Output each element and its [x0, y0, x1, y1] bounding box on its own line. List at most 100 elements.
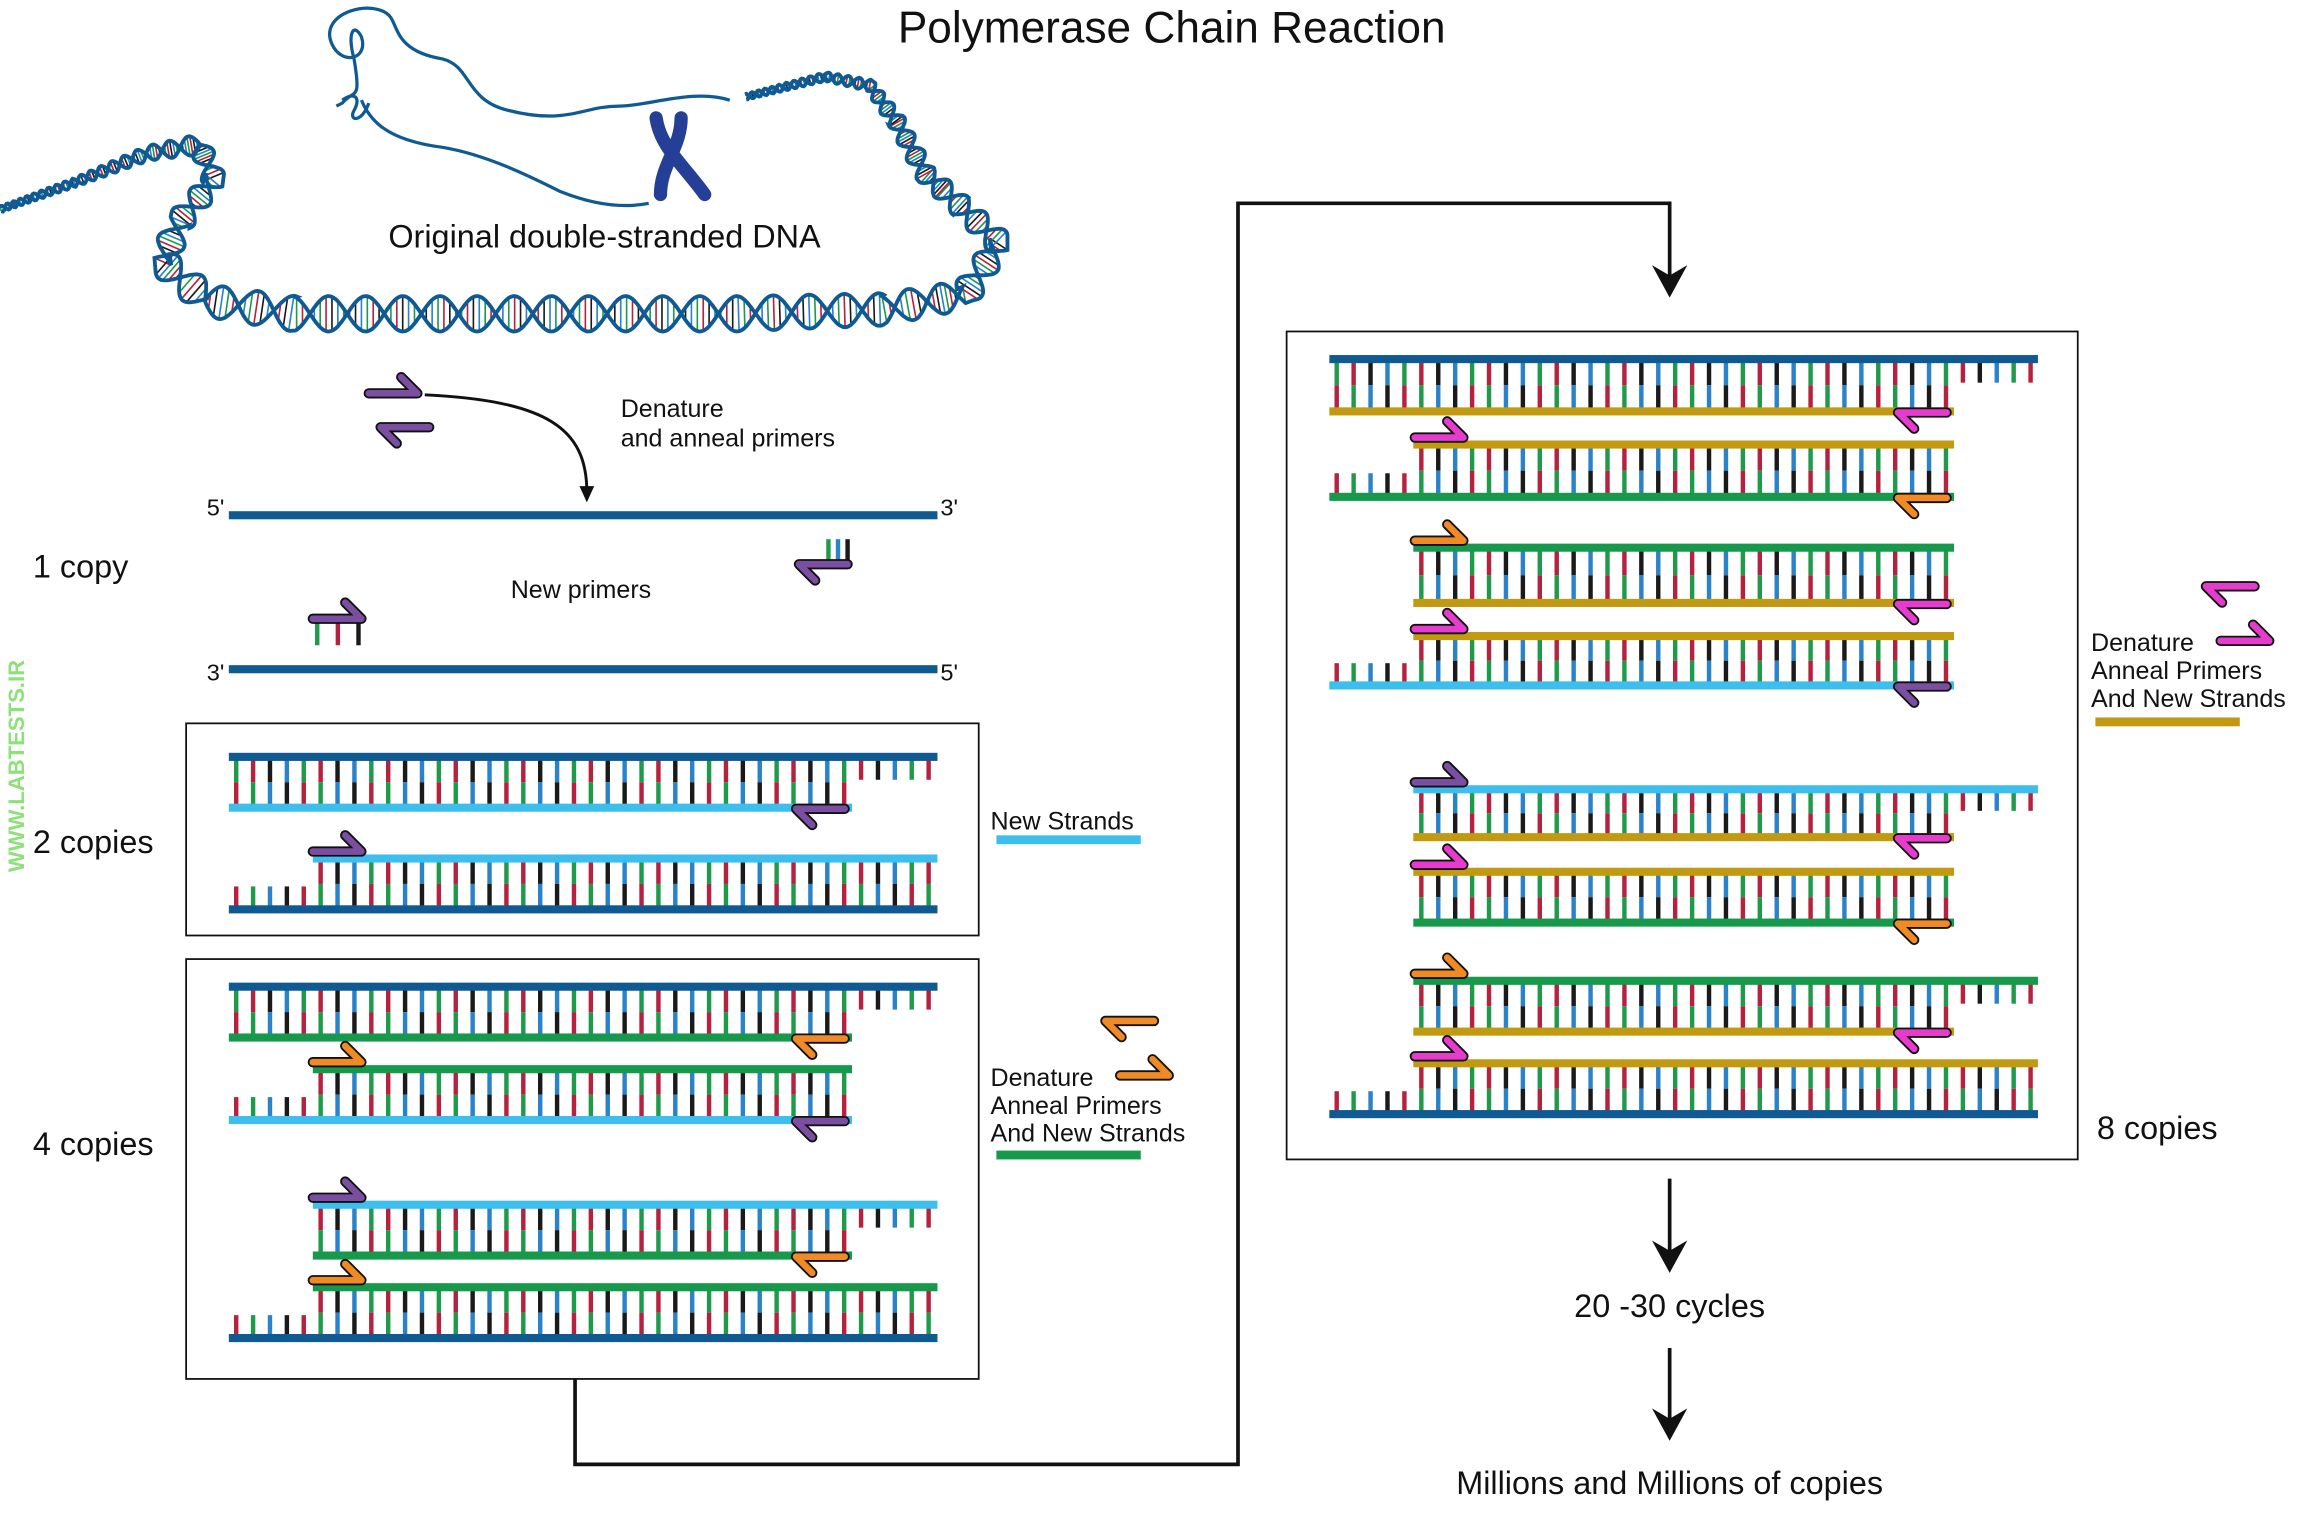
- base-pair: [872, 92, 885, 102]
- legend-primers: [363, 371, 2275, 1081]
- base-pair: [247, 292, 254, 322]
- three-prime-label: 3': [940, 495, 958, 521]
- base-pair: [881, 296, 888, 323]
- dna-strand: [1329, 492, 1954, 501]
- dna-duplex: [228, 752, 938, 831]
- dna-strand: [1413, 543, 1954, 552]
- four-copies-label: 4 copies: [33, 1126, 154, 1162]
- base-pair: [951, 196, 969, 215]
- dna-duplex: [1329, 355, 2038, 434]
- eight-copies-label: 8 copies: [2097, 1110, 2218, 1146]
- dna-strand: [1413, 976, 2038, 985]
- base-pair: [888, 117, 906, 128]
- base-pair: [916, 168, 936, 180]
- primer-icon: [375, 422, 435, 449]
- base-pair: [170, 216, 191, 226]
- base-pair: [259, 294, 266, 324]
- dna-strand: [1329, 681, 1954, 690]
- five-prime-label: 5': [207, 495, 225, 521]
- base-pair: [168, 140, 174, 158]
- primer-icon: [1409, 416, 1469, 443]
- base-pair: [218, 286, 225, 320]
- base-pair: [960, 276, 984, 293]
- primer-icon: [790, 1251, 850, 1279]
- base-pair: [969, 213, 988, 233]
- dna-strand: [312, 1283, 938, 1292]
- dna-strand: [1413, 598, 1954, 607]
- arrowhead-icon: [579, 486, 595, 503]
- base-pair: [906, 150, 925, 162]
- arrowhead-icon: [1651, 1408, 1688, 1441]
- annealed-primers: [307, 539, 853, 646]
- primer-icon: [790, 1033, 850, 1060]
- two-copies-label: 2 copies: [33, 824, 154, 860]
- base-pair: [180, 275, 203, 300]
- base-pair: [897, 132, 915, 143]
- five-prime-label: 5': [940, 660, 958, 686]
- dna-strand: [1413, 918, 1954, 927]
- base-pair: [934, 180, 951, 198]
- base-pair: [932, 179, 948, 196]
- dna-strand: [312, 1065, 853, 1074]
- primer-icon: [790, 1115, 850, 1143]
- base-pair: [899, 296, 905, 317]
- base-pair: [188, 194, 205, 208]
- base-pair: [956, 279, 983, 298]
- base-pair: [966, 210, 984, 229]
- original-dna-helix: [0, 70, 1010, 334]
- base-pair: [904, 290, 912, 321]
- legend-cycle3-denature: Denature: [2091, 629, 2194, 657]
- base-pair: [916, 166, 933, 177]
- primer-icon: [1409, 1034, 1469, 1062]
- dna-duplex: [228, 830, 938, 914]
- base-pair: [766, 297, 770, 329]
- legend-new-strands-label: New Strands: [990, 807, 1133, 835]
- dna-duplex: [1329, 607, 1954, 708]
- base-pair: [938, 283, 946, 314]
- base-pair: [175, 206, 196, 224]
- base-pair: [807, 294, 811, 329]
- base-pair: [880, 103, 895, 115]
- dna-strand: [1413, 440, 1954, 449]
- dna-duplex: [1409, 760, 2038, 860]
- primer-icon: [2215, 619, 2275, 647]
- base-pair: [878, 293, 882, 326]
- base-pair: [984, 228, 1004, 248]
- base-pair: [934, 286, 942, 314]
- dna-strand: [228, 511, 938, 520]
- base-pair: [157, 239, 182, 252]
- new-primers-label: New primers: [511, 576, 651, 604]
- dna-strand: [1413, 1059, 2038, 1068]
- base-pair: [193, 150, 215, 161]
- primer-icon: [307, 597, 367, 624]
- original-dna-label: Original double-stranded DNA: [388, 219, 821, 255]
- base-pair: [948, 287, 954, 308]
- base-pair: [837, 296, 840, 325]
- base-pair: [188, 136, 194, 156]
- primer-icon: [1100, 1015, 1160, 1043]
- dna-strand: [228, 1115, 853, 1125]
- base-pair: [778, 297, 782, 328]
- dna-strand: [228, 982, 938, 991]
- base-pair: [916, 292, 922, 314]
- primer-icon: [793, 559, 853, 586]
- dna-strand: [228, 1033, 853, 1042]
- dna-strand: [1329, 407, 1954, 416]
- dna-duplex: [1409, 843, 1954, 946]
- primer-icon: [1892, 407, 1952, 434]
- dna-strand: [228, 905, 938, 914]
- watermark: WWW.LABTESTS.IR: [4, 660, 29, 872]
- base-pair: [252, 291, 260, 325]
- dna-strand: [1413, 785, 2038, 794]
- dna-duplex: [228, 511, 938, 520]
- base-pair: [157, 255, 179, 279]
- base-pair: [898, 135, 916, 146]
- dna-duplex: [1409, 952, 2038, 1055]
- base-pair: [909, 288, 917, 320]
- base-pair: [185, 279, 206, 303]
- legend-cycle2-new-strands: And New Strands: [990, 1120, 1185, 1148]
- dna-strand: [312, 1200, 938, 1209]
- base-pair: [813, 296, 817, 327]
- dna-strand: [312, 854, 938, 863]
